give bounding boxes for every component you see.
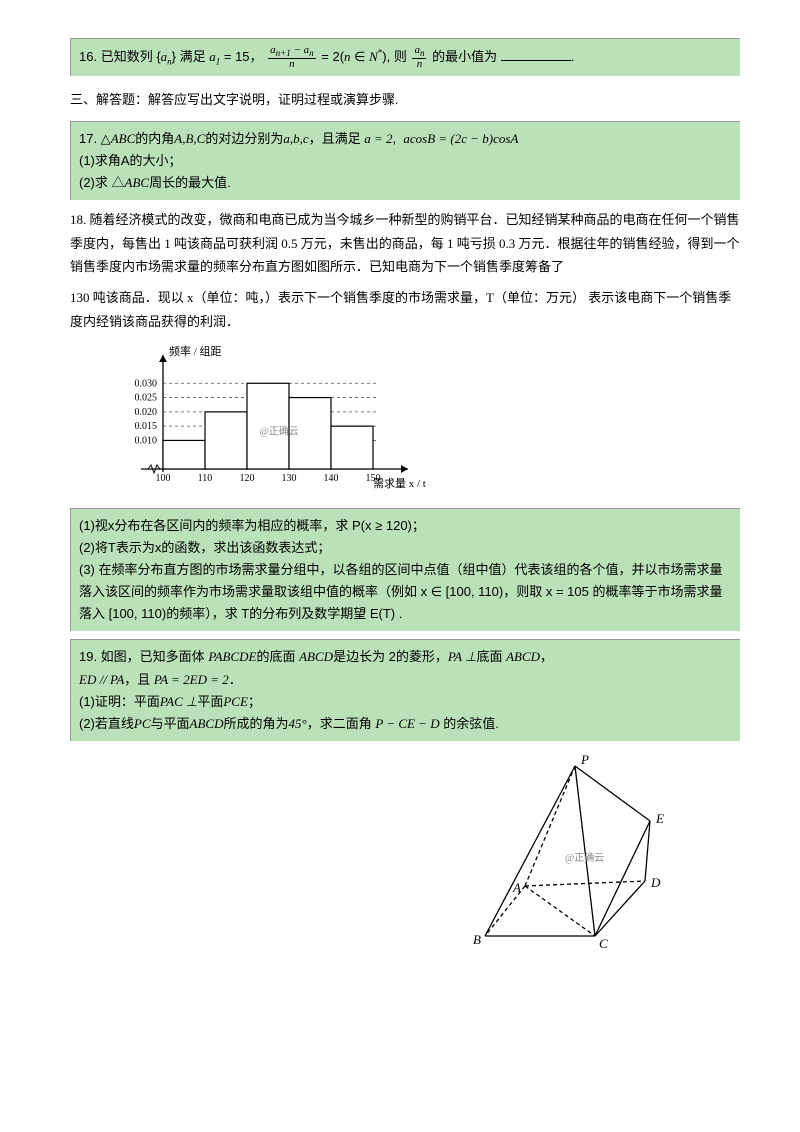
seq-symbol: an	[161, 49, 172, 64]
angles: A,B,C	[174, 131, 205, 146]
q19-l4a: (2)若直线	[79, 716, 134, 731]
abcd: ABCD	[299, 649, 333, 664]
svg-text:0.020: 0.020	[135, 407, 158, 418]
ed-pa: ED // PA	[79, 672, 124, 687]
pced: P − CE − D	[375, 716, 439, 731]
solid-svg: P E A D B C @正确云	[460, 751, 680, 951]
q17-l3b: 周长的最大值.	[149, 175, 231, 190]
q18-g1: (1)视x分布在各区间内的频率为相应的概率，求 P(x ≥ 120)；	[79, 515, 732, 537]
svg-text:150: 150	[366, 473, 381, 484]
q18-g2: (2)将T表示为x的函数，求出该函数表达式；	[79, 537, 732, 559]
svg-text:100: 100	[156, 473, 171, 484]
poly: PABCDE	[208, 649, 256, 664]
q19-l1d: 底面	[476, 649, 502, 664]
svg-text:0.015: 0.015	[135, 421, 158, 432]
pce: PCE	[223, 694, 248, 709]
svg-text:需求量 x / t: 需求量 x / t	[373, 477, 426, 490]
pc: PC	[134, 716, 151, 731]
abcd2: ABCD	[506, 649, 540, 664]
q17-l1c: 的对边分别为	[205, 131, 283, 146]
q17-l1b: 的内角	[135, 131, 174, 146]
svg-text:120: 120	[240, 473, 255, 484]
solid-diagram: P E A D B C @正确云	[70, 751, 740, 958]
svg-text:B: B	[473, 932, 481, 947]
eq2: acosB = (2c − b)cosA	[403, 131, 518, 146]
q16-t3: 的最小值为	[432, 49, 497, 64]
q19-l3b: 平面	[197, 694, 223, 709]
q18-g3: (3) 在频率分布直方图的市场需求量分组中，以各组的区间中点值（组中值）代表该组…	[79, 559, 732, 625]
q16-num: 16.	[79, 49, 97, 64]
svg-text:130: 130	[282, 473, 297, 484]
svg-text:E: E	[655, 811, 664, 826]
section-3-title: 三、解答题：解答应写出文字说明，证明过程或演算步骤.	[70, 90, 740, 111]
q17-line3: (2)求 △ABC周长的最大值.	[79, 172, 732, 194]
q18-p1: 18. 随着经济模式的改变，微商和电商已成为当今城乡一种新型的购销平台．已知经销…	[70, 208, 740, 278]
q19-l4c: 所成的角为	[223, 716, 288, 731]
sides: a,b,c	[283, 131, 308, 146]
svg-text:A: A	[512, 880, 521, 895]
q19-line1: 19. 如图，已知多面体 PABCDE的底面 ABCD是边长为 2的菱形，PA …	[79, 646, 732, 668]
q19-line4: (2)若直线PC与平面ABCD所成的角为45°，求二面角 P − CE − D …	[79, 713, 732, 735]
q17-line1: 17. △ABC的内角A,B,C的对边分别为a,b,c，且满足 a = 2, a…	[79, 128, 732, 150]
q19-l1a: 19. 如图，已知多面体	[79, 649, 205, 664]
q17-line2: (1)求角A的大小；	[79, 150, 732, 172]
q19-l3a: (1)证明：平面	[79, 694, 160, 709]
question-19: 19. 如图，已知多面体 PABCDE的底面 ABCD是边长为 2的菱形，PA …	[70, 639, 740, 740]
q16-t2: } 满足	[172, 49, 206, 64]
q16-t1: 已知数列 {	[101, 49, 161, 64]
q19-l4e: 的余弦值.	[443, 716, 499, 731]
tri-abc: ABC	[111, 131, 136, 146]
question-16: 16. 已知数列 {an} 满足 a1 = 15， an+1 − ann = 2…	[70, 38, 740, 76]
abcd3: ABCD	[190, 716, 224, 731]
tri-abc2: ABC	[125, 175, 150, 190]
svg-text:D: D	[650, 875, 661, 890]
svg-text:110: 110	[198, 473, 213, 484]
question-18-sub: (1)视x分布在各区间内的频率为相应的概率，求 P(x ≥ 120)； (2)将…	[70, 508, 740, 631]
q18-p2: 130 吨该商品．现以 x（单位：吨，）表示下一个销售季度的市场需求量，T（单位…	[70, 286, 740, 333]
svg-text:0.010: 0.010	[135, 436, 158, 447]
ang45: 45°	[289, 716, 307, 731]
answer-blank	[501, 60, 571, 61]
svg-text:0.030: 0.030	[135, 379, 158, 390]
question-17: 17. △ABC的内角A,B,C的对边分别为a,b,c，且满足 a = 2, a…	[70, 121, 740, 200]
svg-text:0.025: 0.025	[135, 393, 158, 404]
svg-text:频率 / 组距: 频率 / 组距	[169, 344, 222, 358]
a1: a1	[209, 49, 220, 64]
q19-l2a: ，且	[124, 672, 150, 687]
pa: PA ⊥	[448, 649, 477, 664]
q19-l1c: 是边长为 2的菱形，	[333, 649, 448, 664]
svg-text:C: C	[599, 936, 608, 951]
q19-l4d: ，求二面角	[307, 716, 372, 731]
frac-2: ann	[410, 45, 428, 70]
q17-l1a: 17. △	[79, 131, 111, 146]
q19-l1b: 的底面	[256, 649, 295, 664]
q19-line2: ED // PA，且 PA = 2ED = 2．	[79, 669, 732, 691]
svg-text:140: 140	[324, 473, 339, 484]
pac: PAC ⊥	[160, 694, 197, 709]
q17-l1d: ，且满足	[309, 131, 361, 146]
q16-end: .	[571, 49, 575, 64]
pa2ed: PA = 2ED = 2	[154, 672, 229, 687]
svg-text:@正确云: @正确云	[565, 851, 604, 864]
histogram-svg: 频率 / 组距需求量 x / t 0.010 0.015 0.020 0.025 0.03…	[98, 343, 438, 493]
frac-1: an+1 − ann	[266, 45, 318, 70]
q19-l4b: 与平面	[151, 716, 190, 731]
q19-line3: (1)证明：平面PAC ⊥平面PCE；	[79, 691, 732, 713]
svg-text:P: P	[580, 752, 589, 767]
svg-text:@正确云: @正确云	[260, 425, 299, 438]
q17-l3a: (2)求 △	[79, 175, 125, 190]
eq1: a = 2	[364, 131, 392, 146]
histogram-chart: 频率 / 组距需求量 x / t 0.010 0.015 0.020 0.025 0.03…	[98, 343, 740, 500]
